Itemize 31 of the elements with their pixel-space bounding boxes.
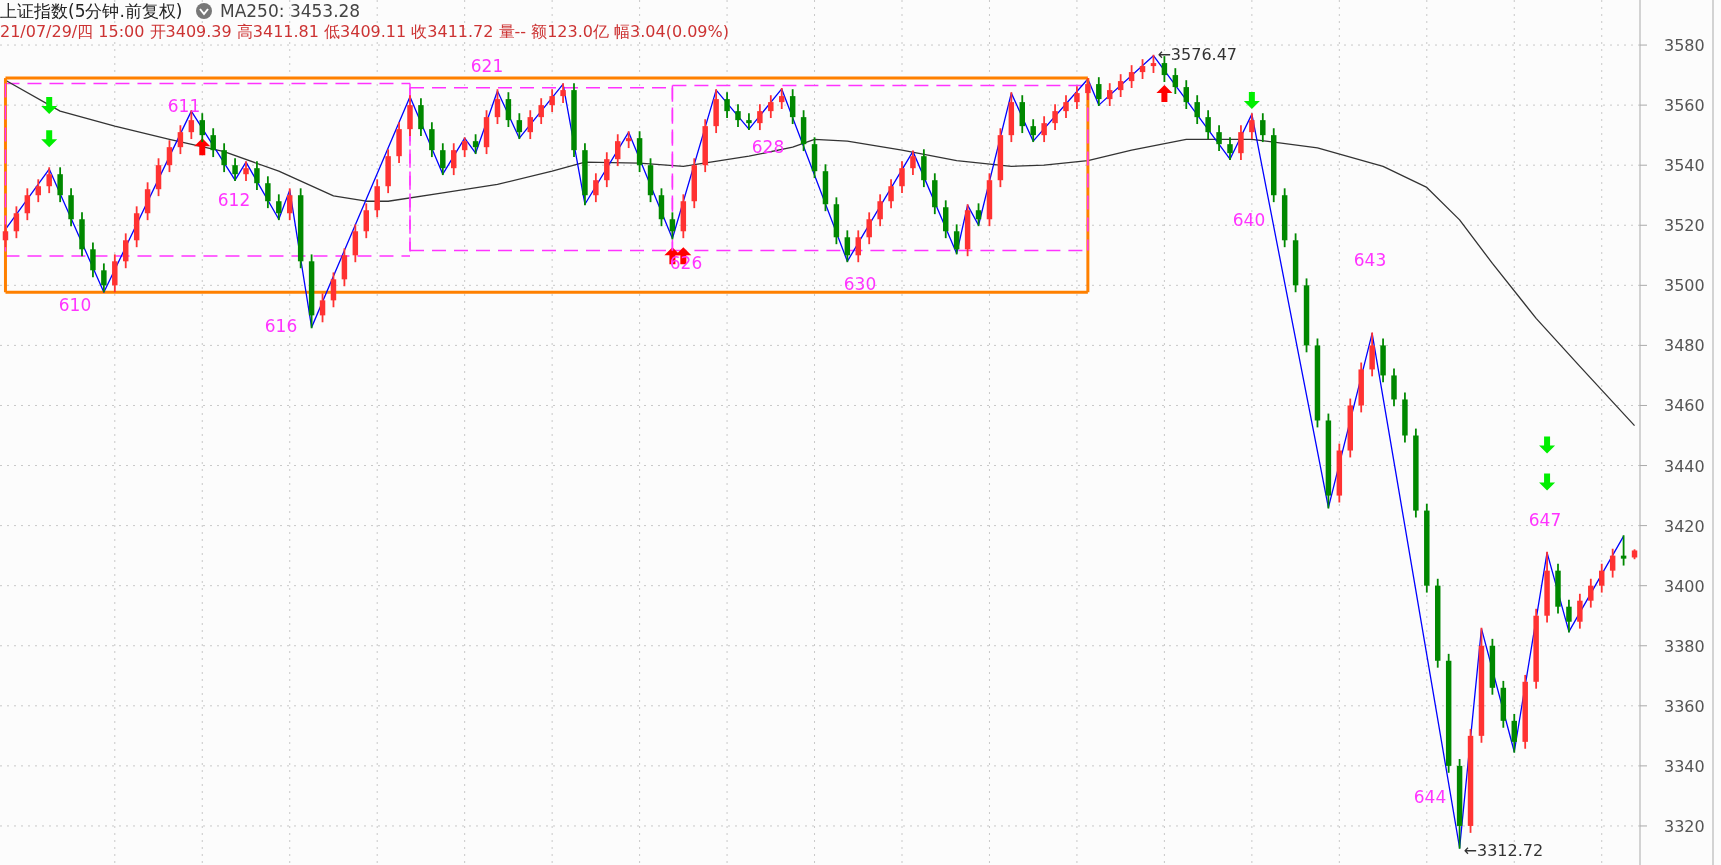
annotation: 643 [1353, 250, 1387, 270]
annotation: 647 [1528, 510, 1562, 530]
y-tick-label: 3560 [1664, 96, 1705, 116]
y-tick-label: 3400 [1664, 576, 1705, 596]
text: ←3576.47 [1157, 44, 1238, 64]
y-tick-label: 3500 [1664, 276, 1705, 296]
y-tick-label: 3520 [1664, 216, 1705, 236]
annotation: 640 [1232, 210, 1266, 230]
annotation: 621 [470, 56, 504, 76]
y-tick-label: 3440 [1664, 456, 1705, 476]
text: MA250: 3453.28 [220, 1, 361, 21]
text: ←3312.72 [1463, 840, 1544, 860]
annotation: 610 [58, 295, 92, 315]
y-tick-label: 3580 [1664, 36, 1705, 56]
y-tick-label: 3480 [1664, 336, 1705, 356]
text: 21/07/29/四 15:00 开3409.39 高3411.81 低3409.11 收3411.72 量-- 额123.0亿 幅3.04(0.09%) [0, 22, 729, 41]
annotation: 630 [843, 274, 877, 294]
annotation: 612 [217, 190, 251, 210]
y-tick-label: 3360 [1664, 696, 1705, 716]
y-tick-label: 3320 [1664, 816, 1705, 836]
y-tick-label: 3380 [1664, 636, 1705, 656]
y-tick-label: 3420 [1664, 516, 1705, 536]
annotation: 644 [1413, 787, 1447, 807]
y-tick-label: 3340 [1664, 756, 1705, 776]
y-tick-label: 3460 [1664, 396, 1705, 416]
annotation: 626 [669, 253, 703, 273]
y-tick-label: 3540 [1664, 156, 1705, 176]
annotation: 616 [264, 316, 298, 336]
chart-title: 上证指数(5分钟.前复权) [0, 1, 183, 21]
annotation: 628 [751, 137, 785, 157]
annotation: 611 [167, 96, 201, 116]
